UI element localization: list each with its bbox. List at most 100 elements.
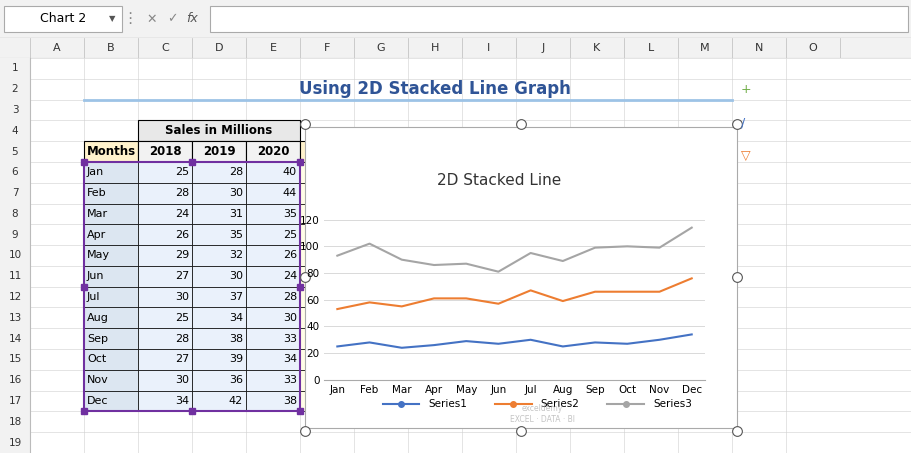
Text: 99: 99: [336, 334, 351, 344]
Bar: [246, 370, 300, 390]
Text: 38: 38: [282, 396, 297, 406]
Bar: [246, 266, 300, 287]
Text: Months: Months: [87, 145, 136, 158]
Text: 25: 25: [175, 313, 189, 323]
Bar: [192, 203, 246, 224]
Text: 35: 35: [282, 209, 297, 219]
Bar: [246, 287, 300, 308]
Text: Series1: Series1: [428, 399, 466, 409]
Text: 28: 28: [282, 292, 297, 302]
Bar: [0, 58, 30, 453]
Bar: [192, 266, 246, 287]
Text: 2019: 2019: [202, 145, 235, 158]
Text: Series3: Series3: [652, 399, 691, 409]
Text: 30: 30: [175, 375, 189, 385]
Bar: [300, 162, 353, 183]
Bar: [138, 349, 192, 370]
Bar: [138, 224, 192, 245]
Text: Feb: Feb: [87, 188, 107, 198]
Text: Total: Total: [311, 145, 343, 158]
Text: Chart 2: Chart 2: [40, 13, 86, 25]
Text: +: +: [741, 83, 751, 96]
Text: Series2: Series2: [540, 399, 578, 409]
Text: 35: 35: [229, 230, 242, 240]
Text: 95: 95: [336, 292, 351, 302]
Text: ✓: ✓: [167, 13, 177, 25]
Bar: [192, 183, 246, 203]
Text: 27: 27: [175, 354, 189, 365]
Text: 8: 8: [12, 209, 18, 219]
Bar: [192, 349, 246, 370]
Bar: [246, 183, 300, 203]
Bar: [84, 328, 138, 349]
Bar: [300, 245, 353, 266]
Text: 30: 30: [175, 292, 189, 302]
Bar: [138, 390, 192, 411]
Bar: [84, 203, 138, 224]
Bar: [300, 224, 353, 245]
Bar: [192, 390, 246, 411]
Bar: [246, 328, 300, 349]
Text: 114: 114: [330, 396, 351, 406]
Text: 102: 102: [330, 188, 351, 198]
Text: Jul: Jul: [87, 292, 100, 302]
Text: May: May: [87, 251, 110, 260]
Text: 34: 34: [282, 354, 297, 365]
Text: 13: 13: [8, 313, 22, 323]
Text: 90: 90: [336, 209, 351, 219]
Text: 5: 5: [12, 147, 18, 157]
Text: 28: 28: [175, 334, 189, 344]
Text: ✕: ✕: [147, 13, 157, 25]
Bar: [246, 245, 300, 266]
Bar: [84, 266, 138, 287]
Text: 15: 15: [8, 354, 22, 365]
Bar: [84, 141, 138, 162]
FancyBboxPatch shape: [4, 6, 122, 32]
Bar: [192, 224, 246, 245]
Text: 2D Stacked Line: 2D Stacked Line: [436, 173, 561, 188]
Bar: [84, 370, 138, 390]
Text: O: O: [808, 43, 816, 53]
Bar: [246, 308, 300, 328]
Text: Sales in Millions: Sales in Millions: [165, 124, 272, 137]
Text: 33: 33: [282, 375, 297, 385]
Text: fx: fx: [186, 13, 198, 25]
Text: ▽: ▽: [741, 149, 750, 163]
Text: 9: 9: [12, 230, 18, 240]
Bar: [300, 328, 353, 349]
Text: Apr: Apr: [87, 230, 107, 240]
Text: 100: 100: [330, 354, 351, 365]
Bar: [192, 141, 246, 162]
Text: 34: 34: [175, 396, 189, 406]
Text: 33: 33: [282, 334, 297, 344]
Text: 30: 30: [229, 188, 242, 198]
Bar: [300, 141, 353, 162]
FancyBboxPatch shape: [210, 6, 907, 32]
Text: H: H: [430, 43, 439, 53]
Text: 25: 25: [175, 167, 189, 177]
Bar: [246, 141, 300, 162]
Bar: [84, 162, 138, 183]
Text: Oct: Oct: [87, 354, 107, 365]
Text: Jun: Jun: [87, 271, 105, 281]
Bar: [138, 308, 192, 328]
Text: ▼: ▼: [108, 14, 115, 24]
Text: 2020: 2020: [257, 145, 289, 158]
Bar: [84, 390, 138, 411]
Bar: [84, 245, 138, 266]
Text: J: J: [541, 43, 544, 53]
Text: F: F: [323, 43, 330, 53]
Text: Jan: Jan: [87, 167, 104, 177]
Text: G: G: [376, 43, 384, 53]
Bar: [84, 224, 138, 245]
Text: 34: 34: [229, 313, 242, 323]
Text: 6: 6: [12, 167, 18, 177]
Bar: [300, 287, 353, 308]
Bar: [246, 203, 300, 224]
Text: Sep: Sep: [87, 334, 107, 344]
Text: L: L: [647, 43, 653, 53]
Text: 40: 40: [282, 167, 297, 177]
Text: 4: 4: [12, 126, 18, 136]
Bar: [138, 141, 192, 162]
Bar: [138, 328, 192, 349]
